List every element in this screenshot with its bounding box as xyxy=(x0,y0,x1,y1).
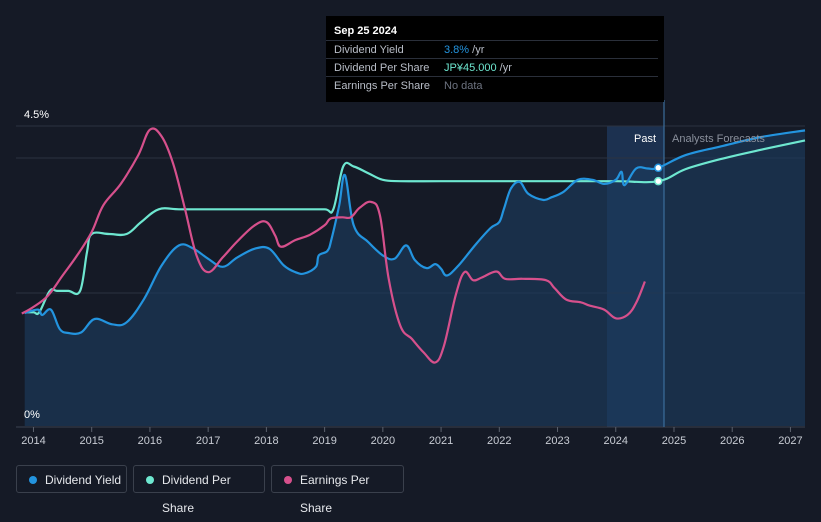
tooltip-value-number: JP¥45.000 xyxy=(444,62,497,74)
x-tick-label: 2023 xyxy=(545,435,569,447)
tooltip-label: Earnings Per Share xyxy=(334,80,430,92)
y-tick-label-bottom: 0% xyxy=(24,409,40,421)
earnings-per-share-line xyxy=(21,127,646,364)
tooltip-value-number: 3.8% xyxy=(444,44,470,56)
tooltip-label: Dividend Per Share xyxy=(334,62,430,74)
legend-dividend-per-share[interactable]: Dividend Per Share xyxy=(133,465,265,515)
tooltip-row-dividend-yield: Dividend Yield 3.8% /yr xyxy=(326,40,658,59)
x-axis-ticks: 2014 2015 2016 2017 2018 2019 2020 2021 2022 2023… xyxy=(21,427,803,447)
x-tick-label: 2027 xyxy=(778,435,802,447)
tooltip-label: Dividend Yield xyxy=(334,44,404,56)
tooltip-value: JP¥45.000 /yr xyxy=(444,62,512,74)
x-tick-label: 2014 xyxy=(21,435,45,447)
x-tick-label: 2026 xyxy=(720,435,744,447)
past-label: Past xyxy=(634,133,656,145)
x-tick-label: 2016 xyxy=(138,435,162,447)
x-tick-label: 2018 xyxy=(254,435,278,447)
dividend-yield-area xyxy=(24,130,805,426)
x-tick-label: 2019 xyxy=(312,435,336,447)
tooltip-row-dividend-per-share: Dividend Per Share JP¥45.000 /yr xyxy=(326,58,658,77)
dividend-per-share-marker xyxy=(654,176,663,186)
x-tick-label: 2025 xyxy=(662,435,686,447)
forecast-label: Analysts Forecasts xyxy=(672,133,765,145)
chart: 4.5% 0% Past Analysts Forecasts 2014 2015… xyxy=(16,100,806,447)
x-tick-label: 2022 xyxy=(487,435,511,447)
x-tick-label: 2020 xyxy=(371,435,395,447)
legend-earnings-per-share[interactable]: Earnings Per Share xyxy=(271,465,404,515)
legend-label: Dividend Yield xyxy=(45,473,122,487)
x-tick-label: 2021 xyxy=(429,435,453,447)
tooltip-value-suffix: /yr xyxy=(469,44,485,56)
x-tick-label: 2015 xyxy=(79,435,103,447)
legend-dividend-yield[interactable]: Dividend Yield xyxy=(16,465,127,493)
y-tick-label-top: 4.5% xyxy=(24,109,49,121)
dividend-per-share-line xyxy=(24,139,806,316)
x-tick-label: 2024 xyxy=(604,435,628,447)
dividend-yield-dot-icon xyxy=(29,476,37,484)
x-tick-label: 2017 xyxy=(196,435,220,447)
tooltip-date: Sep 25 2024 xyxy=(334,25,397,37)
earnings-per-share-dot-icon xyxy=(284,476,292,484)
dividend-yield-line xyxy=(24,129,806,335)
dividend-yield-marker xyxy=(654,163,663,173)
dividend-per-share-dot-icon xyxy=(146,476,154,484)
tooltip: Sep 25 2024 Dividend Yield 3.8% /yr Divi… xyxy=(326,16,664,102)
tooltip-value-suffix: /yr xyxy=(496,62,512,74)
tooltip-row-earnings-per-share: Earnings Per Share No data xyxy=(326,76,658,95)
tooltip-value: 3.8% /yr xyxy=(444,44,484,56)
tooltip-value: No data xyxy=(444,80,483,92)
tooltip-value-number: No data xyxy=(444,80,483,92)
